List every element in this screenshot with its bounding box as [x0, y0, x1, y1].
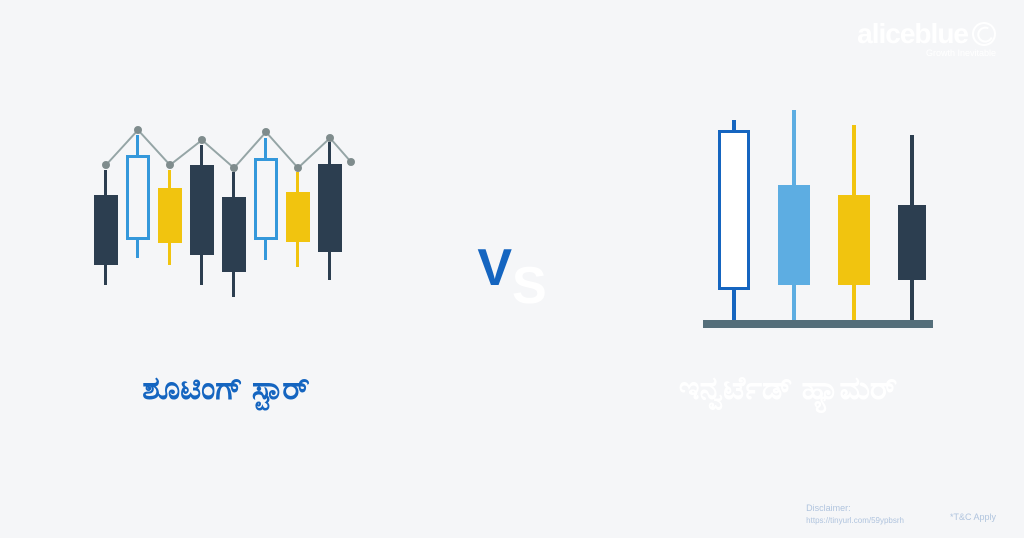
vs-badge: VS — [477, 248, 546, 290]
logo-swirl-icon — [969, 19, 1000, 50]
infographic-container: ಶೂಟಿಂಗ್ ಸ್ಟಾರ್ ಇನ್ವರ್ಟೆಡ್ ಹ್ಯಾಮರ್ VS ali… — [0, 0, 1024, 538]
vs-v-letter: V — [477, 248, 512, 290]
shooting-star-chart — [76, 90, 376, 340]
inverted-hammer-chart — [648, 90, 948, 340]
vs-s-letter: S — [512, 266, 547, 308]
logo-name: aliceblue — [857, 18, 968, 50]
inverted-hammer-label: ಇನ್ವರ್ಟೆಡ್ ಹ್ಯಾಮರ್ — [679, 370, 897, 408]
left-panel: ಶೂಟಿಂಗ್ ಸ್ಟಾರ್ — [0, 0, 512, 538]
right-panel: ಇನ್ವರ್ಟೆಡ್ ಹ್ಯಾಮರ್ — [512, 0, 1024, 538]
logo-text: aliceblue — [857, 18, 996, 50]
tc-apply-text: *T&C Apply — [950, 512, 996, 522]
aliceblue-logo: aliceblue Growth Inevitable — [857, 18, 996, 58]
shooting-star-label: ಶೂಟಿಂಗ್ ಸ್ಟಾರ್ — [142, 370, 309, 408]
